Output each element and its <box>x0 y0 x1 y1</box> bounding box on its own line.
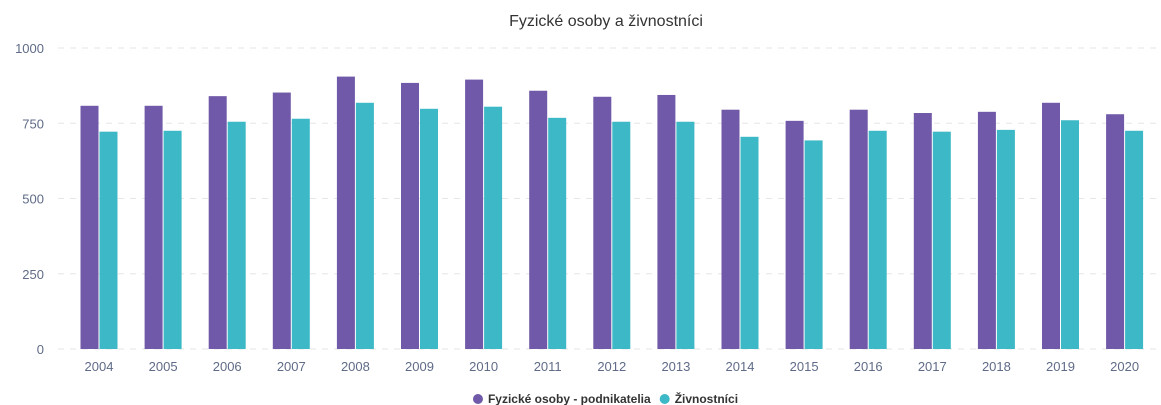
bar-zivnostnici-2017[interactable] <box>932 131 951 349</box>
bar-fyzicke-osoby-2017[interactable] <box>913 113 932 350</box>
bar-zivnostnici-2007[interactable] <box>291 118 310 349</box>
x-tick-label: 2017 <box>918 359 947 374</box>
bar-zivnostnici-2014[interactable] <box>740 136 759 349</box>
x-tick-label: 2007 <box>277 359 306 374</box>
bar-zivnostnici-2011[interactable] <box>548 117 567 349</box>
x-tick-label: 2008 <box>341 359 370 374</box>
x-tick-label: 2013 <box>661 359 690 374</box>
bar-fyzicke-osoby-2020[interactable] <box>1106 114 1125 349</box>
x-axis-ticks: 2004 2005 2006 2007 2008 2009 2010 2011 2012 2013… <box>85 359 1140 374</box>
x-tick-label: 2014 <box>726 359 755 374</box>
y-tick-label: 0 <box>37 342 44 357</box>
y-tick-label: 750 <box>22 116 44 131</box>
bar-zivnostnici-2010[interactable] <box>484 106 503 349</box>
bar-fyzicke-osoby-2005[interactable] <box>144 105 163 350</box>
bar-fyzicke-osoby-2007[interactable] <box>272 92 291 349</box>
chart-title: Fyzické osoby a živnostníci <box>509 13 703 30</box>
x-tick-label: 2020 <box>1110 359 1139 374</box>
bar-zivnostnici-2004[interactable] <box>99 131 118 349</box>
x-tick-label: 2019 <box>1046 359 1075 374</box>
legend: Fyzické osoby - podnikatelia Živnostníci <box>472 391 738 405</box>
bar-zivnostnici-2008[interactable] <box>355 102 374 349</box>
legend-item-label[interactable]: Živnostníci <box>675 391 738 405</box>
bar-zivnostnici-2012[interactable] <box>612 121 631 350</box>
x-tick-label: 2009 <box>405 359 434 374</box>
legend-item-label[interactable]: Fyzické osoby - podnikatelia <box>488 392 651 405</box>
x-tick-label: 2006 <box>213 359 242 374</box>
bar-fyzicke-osoby-2012[interactable] <box>593 96 612 350</box>
y-axis-ticks: 0 250 500 750 1000 <box>15 41 44 357</box>
x-tick-label: 2018 <box>982 359 1011 374</box>
x-tick-label: 2012 <box>597 359 626 374</box>
bar-zivnostnici-2016[interactable] <box>868 130 887 349</box>
legend-marker-icon <box>659 394 670 404</box>
bar-zivnostnici-2013[interactable] <box>676 121 695 350</box>
x-tick-label: 2010 <box>469 359 498 374</box>
bar-fyzicke-osoby-2009[interactable] <box>401 82 419 349</box>
bar-zivnostnici-2018[interactable] <box>996 129 1015 349</box>
bar-fyzicke-osoby-2006[interactable] <box>208 96 227 349</box>
bar-zivnostnici-2015[interactable] <box>804 140 823 349</box>
bar-fyzicke-osoby-2016[interactable] <box>849 109 868 349</box>
y-tick-label: 500 <box>22 192 44 207</box>
y-tick-label: 1000 <box>15 41 44 56</box>
bar-fyzicke-osoby-2018[interactable] <box>977 111 996 349</box>
bar-zivnostnici-2019[interactable] <box>1061 120 1079 350</box>
bar-zivnostnici-2006[interactable] <box>227 121 246 350</box>
bar-fyzicke-osoby-2015[interactable] <box>785 120 804 349</box>
x-tick-label: 2005 <box>149 359 178 374</box>
bar-fyzicke-osoby-2011[interactable] <box>529 90 548 349</box>
y-tick-label: 250 <box>22 267 44 282</box>
x-tick-label: 2011 <box>534 359 562 374</box>
bar-fyzicke-osoby-2014[interactable] <box>721 109 740 349</box>
bar-fyzicke-osoby-2010[interactable] <box>465 79 484 349</box>
bars <box>80 76 1144 350</box>
bar-fyzicke-osoby-2004[interactable] <box>80 105 99 350</box>
legend-marker-icon <box>472 394 483 404</box>
bar-zivnostnici-2005[interactable] <box>163 130 182 349</box>
bar-zivnostnici-2020[interactable] <box>1125 130 1144 349</box>
bar-fyzicke-osoby-2019[interactable] <box>1042 102 1060 349</box>
x-tick-label: 2016 <box>854 359 883 374</box>
bar-fyzicke-osoby-2008[interactable] <box>336 76 355 349</box>
x-tick-label: 2015 <box>790 359 819 374</box>
x-tick-label: 2004 <box>85 359 114 374</box>
bar-fyzicke-osoby-2013[interactable] <box>657 94 676 350</box>
bar-zivnostnici-2009[interactable] <box>420 108 438 349</box>
